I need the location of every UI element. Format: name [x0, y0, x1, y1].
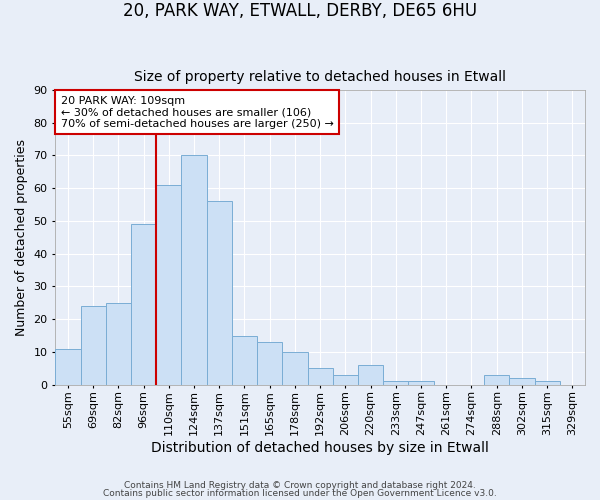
Text: 20, PARK WAY, ETWALL, DERBY, DE65 6HU: 20, PARK WAY, ETWALL, DERBY, DE65 6HU	[123, 2, 477, 21]
Y-axis label: Number of detached properties: Number of detached properties	[15, 139, 28, 336]
Bar	[156, 185, 181, 385]
Bar	[283, 352, 308, 385]
Bar	[509, 378, 535, 385]
Title: Size of property relative to detached houses in Etwall: Size of property relative to detached ho…	[134, 70, 506, 85]
Text: Contains HM Land Registry data © Crown copyright and database right 2024.: Contains HM Land Registry data © Crown c…	[124, 480, 476, 490]
Text: Contains public sector information licensed under the Open Government Licence v3: Contains public sector information licen…	[103, 489, 497, 498]
Bar	[55, 348, 80, 385]
Bar	[206, 202, 232, 385]
Text: 20 PARK WAY: 109sqm
← 30% of detached houses are smaller (106)
70% of semi-detac: 20 PARK WAY: 109sqm ← 30% of detached ho…	[61, 96, 334, 129]
Bar	[232, 336, 257, 385]
Bar	[409, 382, 434, 385]
Bar	[308, 368, 333, 385]
Bar	[181, 156, 206, 385]
Bar	[383, 382, 409, 385]
Bar	[80, 306, 106, 385]
Bar	[106, 303, 131, 385]
Bar	[257, 342, 283, 385]
Bar	[333, 375, 358, 385]
Bar	[131, 224, 156, 385]
Bar	[535, 382, 560, 385]
Bar	[358, 365, 383, 385]
X-axis label: Distribution of detached houses by size in Etwall: Distribution of detached houses by size …	[151, 441, 489, 455]
Bar	[484, 375, 509, 385]
